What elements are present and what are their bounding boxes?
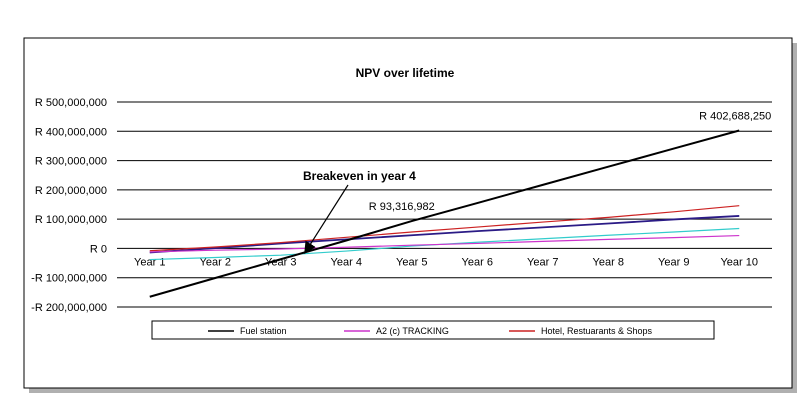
x-tick-label: Year 5: [396, 256, 427, 268]
y-tick-label: -R 200,000,000: [31, 302, 107, 314]
series-line: [149, 215, 740, 254]
y-tick-label: R 500,000,000: [35, 97, 107, 109]
x-tick-label: Year 3: [265, 256, 296, 268]
breakeven-arrow: [304, 184, 349, 254]
legend-label: Hotel, Restuarants & Shops: [541, 326, 653, 336]
y-tick-label: R 300,000,000: [35, 156, 107, 168]
y-tick-label: R 0: [90, 243, 107, 255]
x-tick-label: Year 6: [462, 256, 493, 268]
data-label: R 402,688,250: [699, 110, 771, 122]
legend-label: A2 (c) TRACKING: [376, 326, 449, 336]
annotations: Breakeven in year 4 R 93,316,982 R 402,688…: [303, 110, 771, 254]
breakeven-annotation: Breakeven in year 4: [303, 169, 416, 183]
data-label: R 93,316,982: [369, 201, 435, 213]
x-tick-label: Year 1: [134, 256, 165, 268]
chart-title: NPV over lifetime: [356, 66, 455, 80]
x-tick-label: Year 8: [593, 256, 624, 268]
legend: Fuel station A2 (c) TRACKING Hotel, Restua…: [208, 326, 653, 336]
series-line: [149, 129, 740, 298]
y-axis-labels: R 500,000,000 R 400,000,000 R 300,000,000 R…: [31, 97, 107, 314]
x-tick-label: Year 9: [658, 256, 689, 268]
series-lines: [149, 129, 740, 298]
series-line: [149, 205, 740, 252]
x-axis-labels: Year 1 Year 2 Year 3 Year 4 Year 5 Year 6 Year…: [134, 256, 758, 268]
legend-box: [151, 320, 715, 340]
x-tick-label: Year 10: [720, 256, 758, 268]
series-line: [149, 234, 740, 253]
grid-lines: [117, 101, 772, 308]
y-tick-label: R 400,000,000: [35, 126, 107, 138]
x-tick-label: Year 2: [200, 256, 231, 268]
x-tick-label: Year 4: [331, 256, 362, 268]
x-tick-label: Year 7: [527, 256, 558, 268]
y-tick-label: -R 100,000,000: [31, 273, 107, 285]
y-tick-label: R 100,000,000: [35, 214, 107, 226]
y-tick-label: R 200,000,000: [35, 185, 107, 197]
legend-label: Fuel station: [240, 326, 287, 336]
